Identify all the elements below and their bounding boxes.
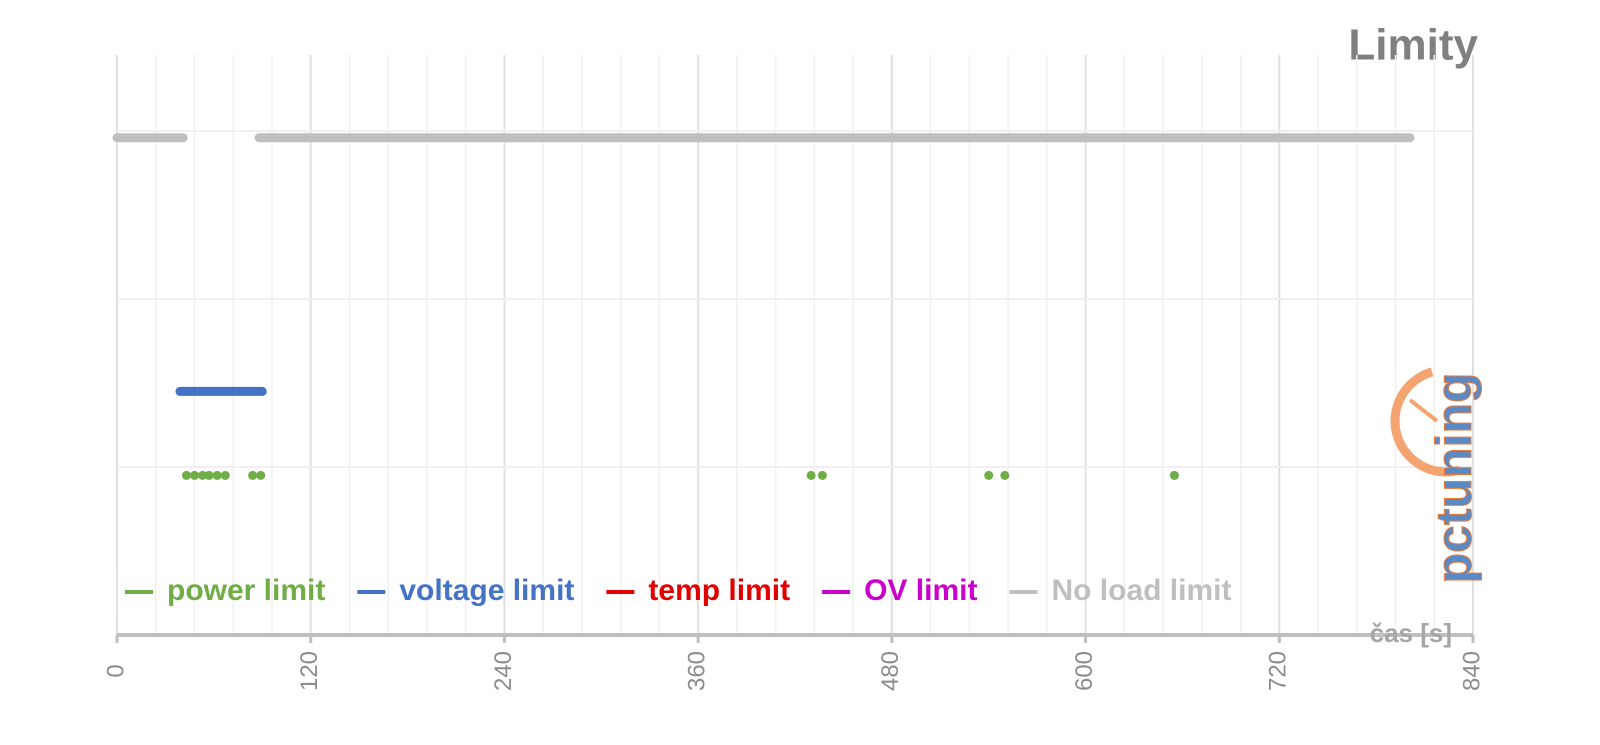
x-tick-label: 0 bbox=[102, 664, 129, 677]
x-tick-label: 720 bbox=[1265, 651, 1292, 691]
legend-label: OV limit bbox=[864, 574, 977, 607]
x-tick-label: 240 bbox=[490, 651, 517, 691]
logo-text: pctuning bbox=[1426, 372, 1482, 583]
x-tick-label: 600 bbox=[1071, 651, 1098, 691]
legend-label: voltage limit bbox=[399, 574, 574, 607]
legend-label: temp limit bbox=[648, 574, 790, 607]
legend-label: power limit bbox=[167, 574, 325, 607]
legend-label: No load limit bbox=[1051, 574, 1231, 607]
logo-needle bbox=[1408, 398, 1439, 423]
x-tick-label: 360 bbox=[683, 651, 710, 691]
x-tick-label: 840 bbox=[1458, 651, 1485, 691]
logo-dial bbox=[1390, 367, 1462, 477]
x-tick-label: 480 bbox=[877, 651, 904, 691]
x-tick-label: 120 bbox=[296, 651, 323, 691]
x-axis-label: čas [s] bbox=[1370, 618, 1452, 648]
logo: pctuning bbox=[1390, 367, 1483, 584]
chart-title: Limity bbox=[1348, 21, 1478, 70]
